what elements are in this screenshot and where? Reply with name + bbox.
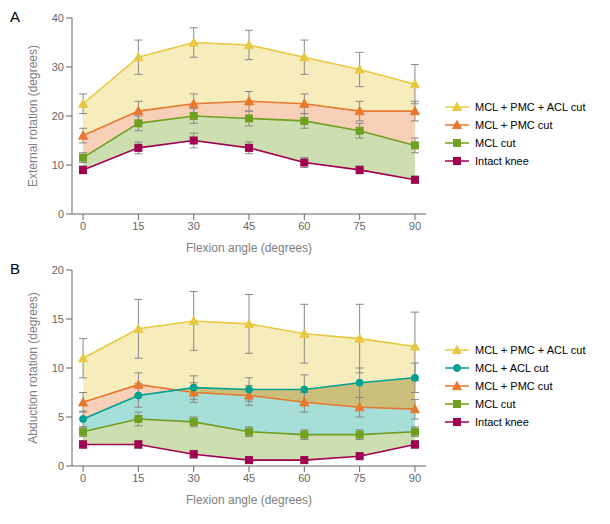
svg-text:0: 0 xyxy=(58,208,64,220)
html-text:MCL + PMC + ACL cut: MCL + PMC + ACL cut xyxy=(475,101,586,113)
svg-text:10: 10 xyxy=(52,159,64,171)
html-text:MCL + ACL cut: MCL + ACL cut xyxy=(475,362,549,374)
svg-text:90: 90 xyxy=(409,220,421,232)
html-text:MCL + PMC cut: MCL + PMC cut xyxy=(475,119,553,131)
svg-text:75: 75 xyxy=(354,472,366,484)
svg-text:40: 40 xyxy=(52,12,64,24)
svg-text:75: 75 xyxy=(354,220,366,232)
svg-text:15: 15 xyxy=(52,313,64,325)
svg-text:5: 5 xyxy=(58,411,64,423)
svg-text:Flexion angle (degrees): Flexion angle (degrees) xyxy=(186,493,312,507)
html-text:MCL cut: MCL cut xyxy=(475,398,516,410)
svg-text:30: 30 xyxy=(52,61,64,73)
svg-text:30: 30 xyxy=(188,220,200,232)
html-text:B: B xyxy=(10,260,20,277)
svg-text:30: 30 xyxy=(188,472,200,484)
svg-text:45: 45 xyxy=(243,472,255,484)
svg-text:0: 0 xyxy=(80,220,86,232)
html-text:MCL cut: MCL cut xyxy=(475,137,516,149)
svg-text:15: 15 xyxy=(132,220,144,232)
svg-text:60: 60 xyxy=(298,472,310,484)
svg-text:External rotation (degrees): External rotation (degrees) xyxy=(26,45,40,187)
svg-text:20: 20 xyxy=(52,110,64,122)
svg-text:60: 60 xyxy=(298,220,310,232)
html-text:Intact knee: Intact knee xyxy=(475,155,529,167)
svg-text:20: 20 xyxy=(52,264,64,276)
svg-text:0: 0 xyxy=(58,460,64,472)
html-text:MCL + PMC cut: MCL + PMC cut xyxy=(475,380,553,392)
html-text:MCL + PMC + ACL cut: MCL + PMC + ACL cut xyxy=(475,344,586,356)
html-text:Intact knee: Intact knee xyxy=(475,416,529,428)
svg-text:90: 90 xyxy=(409,472,421,484)
html-text:A: A xyxy=(10,8,20,25)
svg-text:10: 10 xyxy=(52,362,64,374)
svg-text:45: 45 xyxy=(243,220,255,232)
svg-text:15: 15 xyxy=(132,472,144,484)
svg-text:Flexion angle (degrees): Flexion angle (degrees) xyxy=(186,241,312,255)
svg-text:Abduction rotation (degrees): Abduction rotation (degrees) xyxy=(26,292,40,443)
svg-text:0: 0 xyxy=(80,472,86,484)
